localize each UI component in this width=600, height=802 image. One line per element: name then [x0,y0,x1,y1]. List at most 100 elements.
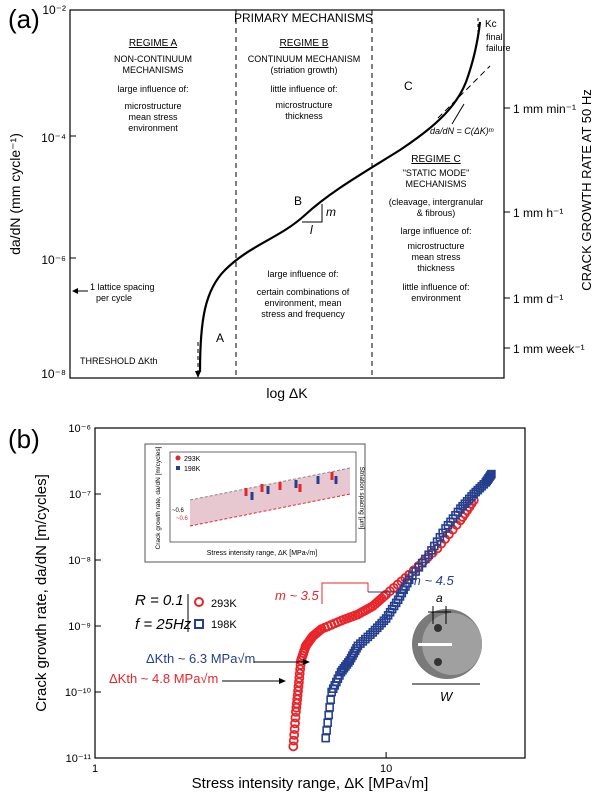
inset-legend-marker-293k [175,455,181,461]
panel-a-frame [69,9,505,379]
b-ytick-label: 10⁻⁶ [68,423,91,435]
paris-pointer [451,103,465,125]
point-198k [370,625,380,635]
regime-c-l6: microstructure [407,241,464,251]
series-198k [321,469,496,743]
b-ytick-group: 10⁻⁶ 10⁻⁷ 10⁻⁸ 10⁻⁹ 10⁻¹⁰ 10⁻¹¹ [65,423,101,765]
inset-band-lower [189,493,351,527]
point-198k [486,471,495,480]
inset-axes [169,451,357,543]
point-198k [372,623,382,633]
lower-b-l1: large influence of: [267,269,338,279]
ct-specimen-diagram: a W [412,591,482,704]
threshold-label: THRESHOLD ΔKth [80,356,158,366]
point-198k [366,630,375,639]
threshold-arrowhead [195,371,201,378]
point-198k [375,621,384,630]
regime-b-title: REGIME B [280,38,329,49]
regime-c-l10: environment [411,293,461,303]
regime-c-l3: (cleavage, intergranular [389,197,484,207]
specimen-a-label: a [436,591,443,605]
regime-c-l8: thickness [417,263,455,273]
slope-box-198k [368,575,407,593]
regime-a-l3: large influence of: [117,84,188,94]
a-xlabel: log ΔK [266,385,308,401]
legend-label-293k: 293K [211,598,237,610]
point-293k [290,712,301,723]
b-ytick-label: 10⁻¹¹ [66,753,92,765]
inset-point [260,484,264,492]
lower-b-l2: certain combinations of [257,287,350,297]
regime-a-l2: MECHANISMS [122,65,183,75]
a-ytick-1: 10⁻² [42,3,66,17]
point-198k [353,641,363,651]
point-198k [377,618,386,628]
inset-ylabel: Crack growth rate, da/dN [m/cycles] [155,446,162,549]
regime-b-text: REGIME B CONTINUUM MECHANISM (striation … [248,38,361,121]
point-198k [358,637,368,646]
b-xlabel: Stress intensity range, ΔK [MPa√m] [192,775,429,792]
threshold-arrowhead-198k [303,659,310,665]
regime-a-l5: mean stress [128,112,178,122]
inset-point [298,484,302,492]
marker-l: l [310,223,313,237]
a-ylabel: da/dN (mm cycle⁻¹) [7,133,23,255]
regime-c-text: REGIME C "STATIC MODE" MECHANISMS (cleav… [389,154,484,303]
regime-c-l2: MECHANISMS [405,179,466,189]
lower-b-text: large influence of: certain combinations… [257,269,350,319]
regime-a-text: REGIME A NON-CONTINUUM MECHANISMS large … [114,38,192,133]
point-293k [315,625,325,636]
a-rlabel-2: 1 mm h⁻¹ [513,206,563,220]
inset-value-2: ~0.6 [176,516,189,522]
a-right-axis-label: CRACK GROWTH RATE AT 50 Hz [579,89,594,291]
inset-point [250,492,254,500]
point-293k [290,718,300,729]
b-ytick-label: 10⁻⁷ [69,489,91,501]
point-198k [324,710,333,720]
regime-b-l2: (striation growth) [270,65,337,75]
a-ytick-3: 10⁻⁶ [41,253,66,267]
legend-label-198k: 198K [211,619,237,631]
regime-a-l4: microstructure [124,101,181,111]
inset-point [334,476,338,484]
inset-points [244,472,338,500]
point-293k [288,741,299,752]
kc-l2: final [486,32,503,42]
b-xtick-label: 10 [380,763,392,775]
legend-r: R = 0.1 [135,592,184,609]
inset-point [266,486,270,494]
regime-b-l3: little influence of: [270,84,337,94]
specimen-notch [418,643,452,646]
point-198k [464,494,474,504]
panel-b-label: (b) [8,424,40,454]
point-198k [322,726,331,735]
point-198k [368,628,378,637]
kc-l1: Kc [485,19,497,30]
sigmoidal-curve [198,21,482,373]
regime-b-l1: CONTINUUM MECHANISM [248,54,361,64]
inset-point [316,476,320,484]
marker-c: C [404,79,413,93]
point-198k [326,695,335,704]
inset-point [278,482,282,490]
regime-a-l1: NON-CONTINUUM [114,54,192,64]
inset-point [244,488,248,496]
regime-c-title: REGIME C [411,154,460,165]
specimen-hole-top [434,624,442,632]
regime-a-title: REGIME A [129,38,178,49]
specimen-w-label: W [440,689,454,704]
panel-b-frame [94,427,526,759]
a-rlabel-1: 1 mm min⁻¹ [513,102,576,116]
a-ytick-2: 10⁻⁴ [41,131,66,145]
inset-legend-marker-198k [176,466,180,470]
slope-label-198k: m ~ 4.5 [410,573,454,588]
point-198k [356,639,365,648]
regime-c-l1: "STATIC MODE" [403,168,470,178]
slope-box-293k [321,582,369,604]
threshold-arrowhead-293k [279,678,286,684]
regime-c-l9: little influence of: [402,282,469,292]
inset-y2label: Striation spacing [μm] [358,467,365,530]
lattice-arrowhead [72,288,78,294]
inset-legend-293k: 293K [184,456,201,463]
